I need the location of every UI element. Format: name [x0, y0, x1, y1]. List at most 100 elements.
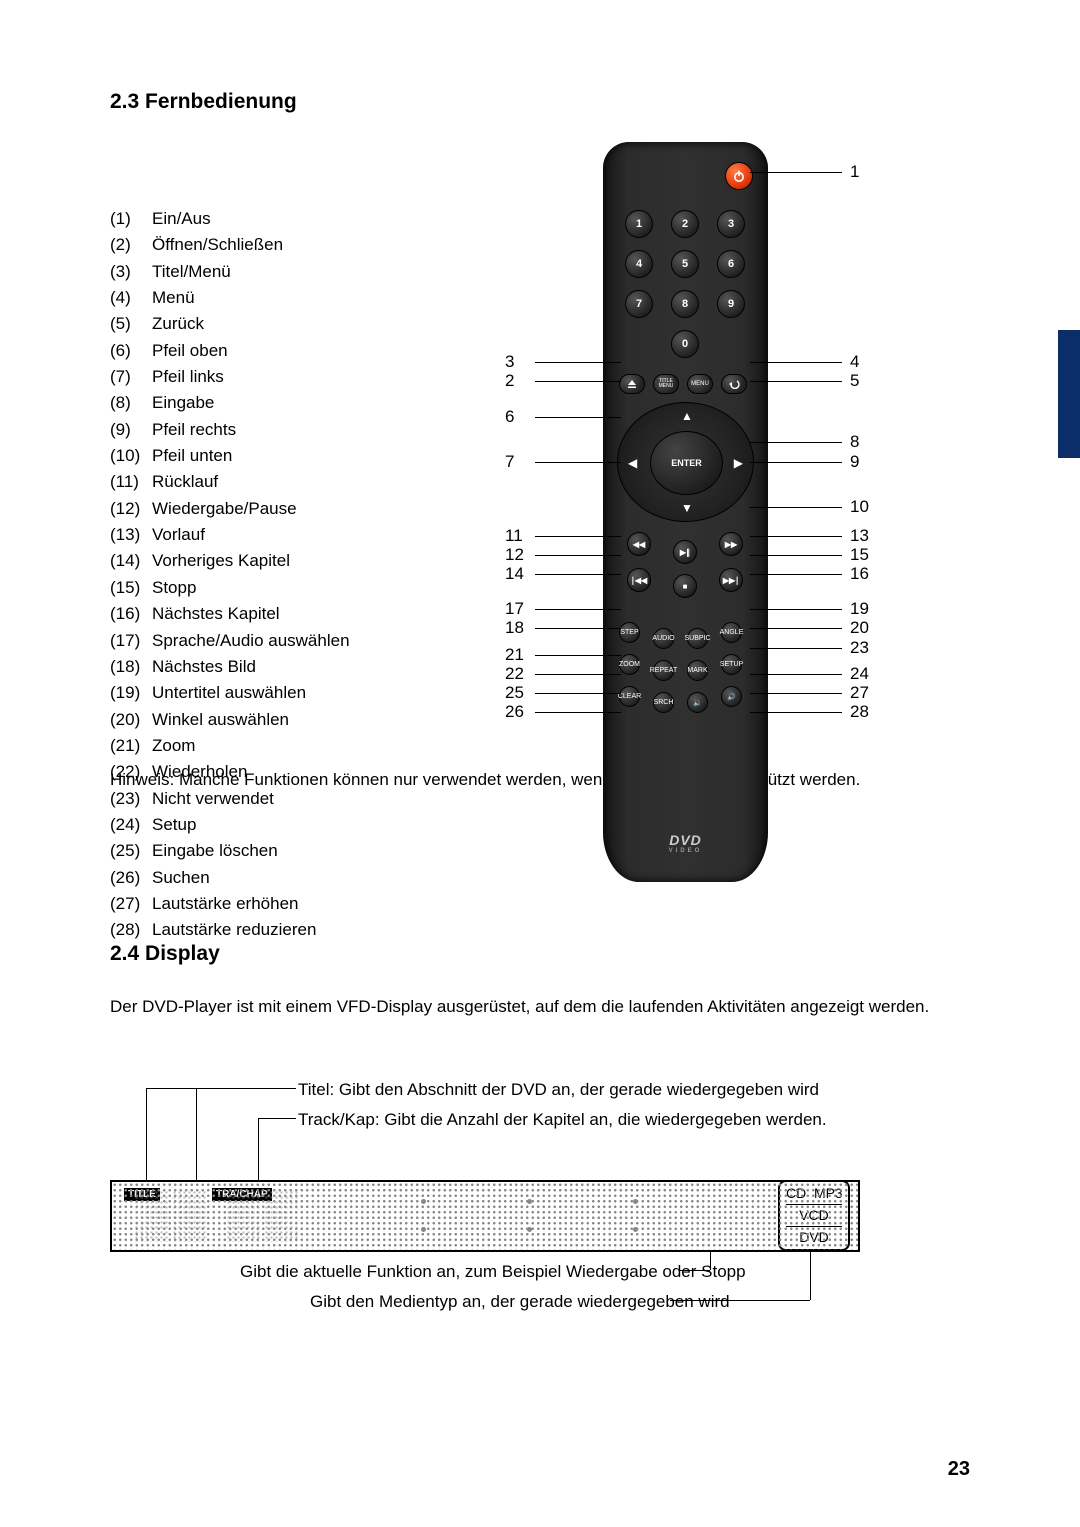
- callout-left-26: 26: [505, 702, 524, 722]
- callout-left-17: 17: [505, 599, 524, 619]
- callout-right-13: 13: [850, 526, 869, 546]
- time-digits: [326, 1188, 732, 1244]
- function-label: Rücklauf: [152, 469, 218, 495]
- vfd-box: TITLE TRA/CHAP CD MP3 VCD DVD: [110, 1180, 860, 1252]
- digit-4-button: 4: [625, 250, 653, 278]
- callout-line: [535, 609, 621, 610]
- repeat-button: REPEAT: [653, 660, 674, 681]
- function-row: (21)Zoom: [110, 733, 350, 759]
- callout-right-15: 15: [850, 545, 869, 565]
- callout-line: [535, 462, 621, 463]
- function-row: (18)Nächstes Bild: [110, 654, 350, 680]
- function-row: (16)Nächstes Kapitel: [110, 601, 350, 627]
- function-number: (6): [110, 338, 152, 364]
- callout-right-16: 16: [850, 564, 869, 584]
- anno-track: Track/Kap: Gibt die Anzahl der Kapitel a…: [298, 1110, 827, 1130]
- function-row: (3)Titel/Menü: [110, 259, 350, 285]
- remote-area: (1)Ein/Aus(2)Öffnen/Schließen(3)Titel/Me…: [110, 142, 970, 982]
- callout-right-5: 5: [850, 371, 859, 391]
- callout-right-24: 24: [850, 664, 869, 684]
- function-row: (28)Lautstärke reduzieren: [110, 917, 350, 943]
- function-number: (14): [110, 548, 152, 574]
- callout-right-20: 20: [850, 618, 869, 638]
- callout-right-27: 27: [850, 683, 869, 703]
- function-row: (5)Zurück: [110, 311, 350, 337]
- function-label: Ein/Aus: [152, 206, 211, 232]
- anno-leader-1v: [146, 1088, 147, 1186]
- callout-right-9: 9: [850, 452, 859, 472]
- callout-line: [535, 674, 621, 675]
- function-label: Öffnen/Schließen: [152, 232, 283, 258]
- callout-left-14: 14: [505, 564, 524, 584]
- vfd-diagram: Titel: Gibt den Abschnitt der DVD an, de…: [110, 1080, 970, 1300]
- function-label: Eingabe löschen: [152, 838, 278, 864]
- function-label: Setup: [152, 812, 196, 838]
- callout-left-12: 12: [505, 545, 524, 565]
- function-row: (6)Pfeil oben: [110, 338, 350, 364]
- nav-ring: ▲ ▼ ◀ ▶ ENTER: [617, 402, 754, 522]
- stop-button: ■: [673, 574, 697, 598]
- menu-button: MENU: [687, 374, 713, 394]
- arrow-up-icon: ▲: [681, 409, 693, 423]
- anno-function: Gibt die aktuelle Funktion an, zum Beisp…: [240, 1262, 746, 1282]
- callout-right-28: 28: [850, 702, 869, 722]
- dvd-logo-main: DVD: [669, 832, 702, 848]
- display-paragraph: Der DVD-Player ist mit einem VFD-Display…: [110, 994, 970, 1020]
- function-number: (8): [110, 390, 152, 416]
- anno-leader-1a: [196, 1088, 197, 1186]
- anno-leader-4h: [670, 1300, 810, 1301]
- function-number: (15): [110, 575, 152, 601]
- callout-right-19: 19: [850, 599, 869, 619]
- dvd-logo-sub: VIDEO: [603, 848, 768, 854]
- function-label: Pfeil rechts: [152, 417, 236, 443]
- section-2-3-title: Fernbedienung: [145, 90, 297, 113]
- callout-line: [750, 555, 842, 556]
- arrow-left-icon: ◀: [628, 456, 637, 470]
- function-number: (27): [110, 891, 152, 917]
- function-label: Menü: [152, 285, 195, 311]
- function-label: Sprache/Audio auswählen: [152, 628, 350, 654]
- digit-6-button: 6: [717, 250, 745, 278]
- function-row: (26)Suchen: [110, 865, 350, 891]
- function-label: Eingabe: [152, 390, 214, 416]
- callout-left-25: 25: [505, 683, 524, 703]
- callout-line: [750, 462, 842, 463]
- callout-line: [750, 536, 842, 537]
- digit-8-button: 8: [671, 290, 699, 318]
- arrow-right-icon: ▶: [734, 456, 743, 470]
- function-row: (15)Stopp: [110, 575, 350, 601]
- callout-line: [535, 574, 621, 575]
- function-number: (3): [110, 259, 152, 285]
- return-button: [721, 374, 747, 394]
- function-number: (9): [110, 417, 152, 443]
- function-row: (20)Winkel auswählen: [110, 707, 350, 733]
- function-label: Zurück: [152, 311, 204, 337]
- function-number: (28): [110, 917, 152, 943]
- setup-button: SETUP: [721, 654, 742, 675]
- fastforward-button: ▶▶: [719, 532, 743, 556]
- function-label: Untertitel auswählen: [152, 680, 306, 706]
- callout-line: [750, 172, 842, 173]
- function-row: (14)Vorheriges Kapitel: [110, 548, 350, 574]
- digit-1-button: 1: [625, 210, 653, 238]
- title-menu-button: TITLE MENU: [653, 374, 679, 394]
- function-number: (11): [110, 469, 152, 495]
- function-number: (20): [110, 707, 152, 733]
- function-label: Lautstärke erhöhen: [152, 891, 299, 917]
- function-number: (25): [110, 838, 152, 864]
- power-button: [725, 162, 753, 190]
- function-row: (4)Menü: [110, 285, 350, 311]
- anno-leader-2v: [258, 1118, 259, 1186]
- function-label: Pfeil links: [152, 364, 224, 390]
- function-row: (8)Eingabe: [110, 390, 350, 416]
- callout-line: [535, 417, 621, 418]
- function-row: (13)Vorlauf: [110, 522, 350, 548]
- callout-line: [535, 712, 621, 713]
- function-label: Pfeil unten: [152, 443, 232, 469]
- vol-up-button: 🔊: [721, 686, 742, 707]
- section-2-3-number: 2.3: [110, 90, 139, 113]
- callout-line: [750, 609, 842, 610]
- arrow-down-icon: ▼: [681, 501, 693, 515]
- function-list: (1)Ein/Aus(2)Öffnen/Schließen(3)Titel/Me…: [110, 206, 350, 944]
- function-label: Zoom: [152, 733, 195, 759]
